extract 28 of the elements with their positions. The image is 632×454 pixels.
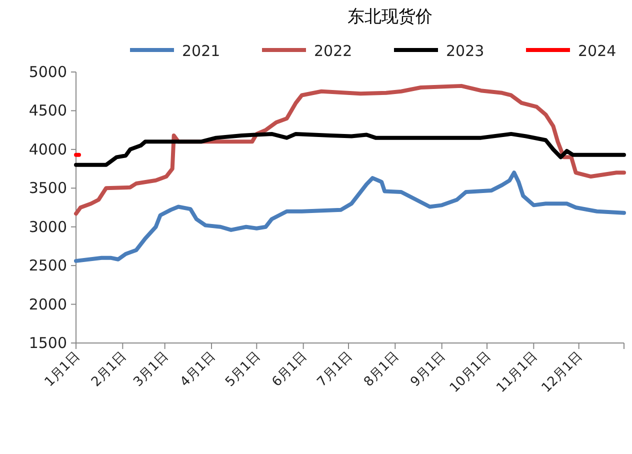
x-tick-label: 12月1日 (539, 349, 586, 396)
y-tick-label: 4000 (28, 140, 67, 158)
x-tick-label: 2月1日 (88, 349, 130, 390)
x-tick-label: 8月1日 (361, 349, 402, 390)
x-tick-label: 7月1日 (314, 349, 356, 390)
y-tick-label: 4500 (28, 102, 67, 120)
x-tick-label: 5月1日 (222, 349, 264, 390)
x-tick-label: 11月1日 (494, 349, 540, 396)
line-series (74, 132, 626, 167)
chart-title: 东北现货价 (348, 7, 432, 27)
legend-label: 2021 (182, 42, 220, 60)
y-tick-label: 3500 (28, 179, 67, 198)
legend-label: 2023 (446, 42, 484, 60)
y-tick-label: 2500 (28, 256, 67, 275)
y-tick-label: 2000 (28, 295, 67, 314)
y-tick-label: 5000 (28, 63, 67, 81)
x-tick-label: 4月1日 (178, 349, 218, 390)
y-tick-label: 3000 (28, 218, 67, 236)
y-tick-label: 1500 (28, 334, 67, 352)
x-tick-label: 9月1日 (408, 349, 449, 390)
line-series (74, 170, 626, 263)
x-tick-label: 3月1日 (130, 349, 172, 390)
legend-label: 2022 (314, 42, 352, 60)
x-tick-label: 10月1日 (447, 349, 494, 396)
x-tick-label: 1月1日 (42, 349, 83, 390)
line-series (74, 84, 626, 216)
x-tick-label: 6月1日 (269, 349, 310, 390)
legend-label: 2024 (578, 42, 616, 60)
